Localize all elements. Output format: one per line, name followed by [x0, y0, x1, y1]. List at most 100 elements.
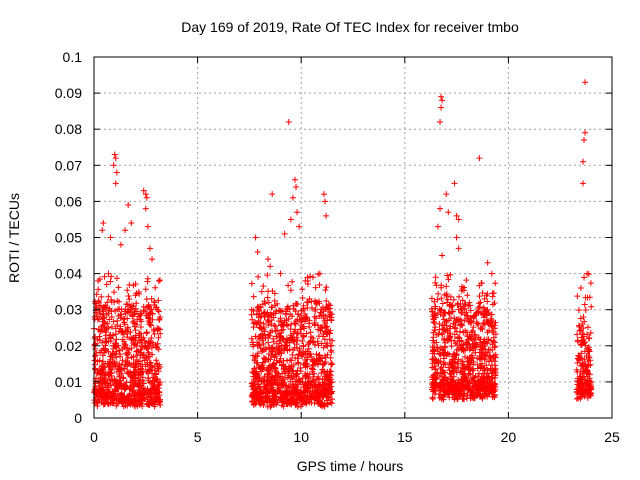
data-point — [320, 380, 327, 387]
data-point — [439, 330, 446, 337]
data-point — [125, 351, 132, 358]
grid-lines — [94, 57, 612, 418]
data-point — [327, 368, 334, 375]
data-point — [299, 294, 306, 301]
data-point — [325, 389, 332, 396]
data-point — [107, 234, 114, 241]
data-point — [577, 315, 584, 322]
data-point — [431, 339, 438, 346]
data-point — [300, 302, 307, 309]
data-point — [131, 341, 138, 348]
data-point — [108, 366, 115, 373]
data-point — [119, 329, 126, 336]
data-point — [285, 118, 292, 125]
data-point — [148, 344, 155, 351]
data-point — [463, 277, 470, 284]
data-point — [316, 313, 323, 320]
data-point — [157, 277, 164, 284]
data-point — [322, 354, 329, 361]
data-point — [479, 395, 486, 402]
data-point — [466, 359, 473, 366]
data-point — [307, 351, 314, 358]
data-point — [107, 400, 114, 407]
data-point — [138, 370, 145, 377]
data-point — [251, 394, 258, 401]
data-point — [429, 364, 436, 371]
data-point — [586, 378, 593, 385]
data-point — [140, 385, 147, 392]
data-point — [578, 384, 585, 391]
data-point — [443, 353, 450, 360]
data-point — [146, 245, 153, 252]
data-point — [455, 334, 462, 341]
data-point — [101, 304, 108, 311]
data-point — [324, 304, 331, 311]
data-point — [147, 339, 154, 346]
data-point — [121, 321, 128, 328]
data-point — [436, 320, 443, 327]
data-point — [95, 286, 102, 293]
data-point — [263, 346, 270, 353]
data-point — [149, 256, 156, 263]
data-point — [490, 334, 497, 341]
data-point — [328, 379, 335, 386]
data-point — [443, 292, 450, 299]
data-point — [463, 374, 470, 381]
data-point — [441, 326, 448, 333]
data-point — [454, 301, 461, 308]
data-point — [137, 378, 144, 385]
data-point — [582, 306, 589, 313]
data-point — [327, 311, 334, 318]
data-point — [128, 220, 135, 227]
data-point — [115, 284, 122, 291]
x-axis-label: GPS time / hours — [297, 458, 404, 474]
data-point — [577, 394, 584, 401]
data-point — [579, 180, 586, 187]
data-point — [287, 356, 294, 363]
data-point — [91, 387, 98, 394]
data-point — [256, 364, 263, 371]
data-point — [295, 391, 302, 398]
data-point — [106, 392, 113, 399]
data-point — [484, 306, 491, 313]
data-point — [460, 345, 467, 352]
data-point — [451, 337, 458, 344]
data-point — [304, 274, 311, 281]
data-point — [153, 386, 160, 393]
data-point — [459, 305, 466, 312]
data-point — [100, 358, 107, 365]
data-point — [583, 369, 590, 376]
data-point — [277, 270, 284, 277]
data-point — [576, 327, 583, 334]
data-point — [293, 370, 300, 377]
data-point — [289, 278, 296, 285]
data-point — [439, 376, 446, 383]
data-point — [269, 346, 276, 353]
y-tick-label: 0 — [74, 410, 82, 426]
data-point — [574, 337, 581, 344]
data-point — [296, 223, 303, 230]
data-point — [476, 370, 483, 377]
data-point — [456, 391, 463, 398]
data-point — [577, 354, 584, 361]
data-point — [287, 216, 294, 223]
x-tick-label: 10 — [293, 429, 309, 445]
data-point — [456, 293, 463, 300]
data-point — [448, 386, 455, 393]
data-point — [474, 320, 481, 327]
data-point — [448, 343, 455, 350]
data-point — [123, 301, 130, 308]
data-point — [453, 234, 460, 241]
data-point — [461, 317, 468, 324]
data-point — [105, 270, 112, 277]
data-point — [441, 369, 448, 376]
data-point — [323, 284, 330, 291]
data-point — [492, 343, 499, 350]
data-point — [277, 373, 284, 380]
data-point — [477, 364, 484, 371]
data-point — [442, 327, 449, 334]
data-point — [324, 305, 331, 312]
data-point — [273, 379, 280, 386]
data-point — [586, 334, 593, 341]
